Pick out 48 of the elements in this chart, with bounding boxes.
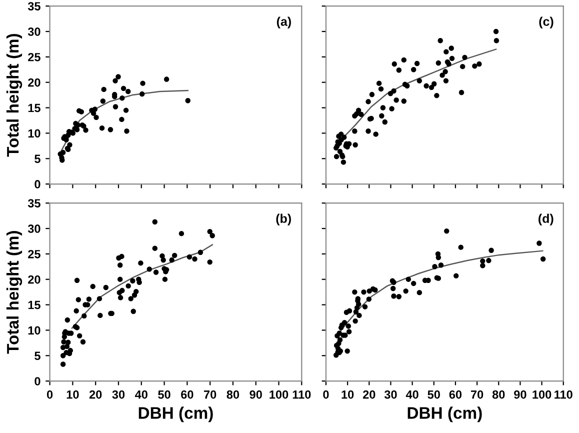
y-tick-label: 20: [28, 275, 40, 284]
y-tick-label: 10: [28, 326, 40, 335]
x-tick-label: 40: [406, 390, 418, 399]
x-tick-label: 60: [449, 390, 462, 399]
x-tick-label: 90: [514, 390, 526, 399]
y-tick-label: 15: [28, 300, 40, 310]
x-tick-label: 80: [226, 390, 240, 399]
x-tick-label: 80: [492, 390, 505, 399]
y-tick-label: 5: [34, 154, 40, 163]
x-tick-label: 70: [204, 390, 216, 399]
y-tick-label: 25: [28, 250, 40, 258]
y-tick-label: 25: [28, 52, 40, 62]
x-tick-label: 60: [181, 390, 194, 399]
annotation: (d): [538, 214, 554, 226]
x-axis-title: DBH (cm): [408, 406, 482, 422]
y-tick-label: 0: [34, 180, 40, 188]
x-tick-label: 110: [292, 390, 311, 399]
y-tick-label: 15: [28, 104, 40, 112]
x-tick-label: 10: [342, 390, 354, 399]
x-tick-label: 0: [46, 390, 53, 399]
y-tick-label: 35: [28, 2, 40, 10]
x-tick-label: 70: [470, 390, 484, 399]
annotation: (c): [539, 16, 554, 28]
x-tick-label: 30: [384, 390, 397, 399]
x-tick-label: 0: [323, 390, 329, 399]
x-axis-title: DBH (cm): [138, 406, 213, 422]
y-tick-label: 30: [28, 224, 40, 233]
x-tick-label: 50: [158, 390, 170, 399]
x-tick-label: 110: [554, 390, 572, 399]
y-axis-title: Total height (m): [6, 231, 22, 354]
x-tick-label: 90: [250, 390, 262, 399]
x-tick-label: 20: [89, 390, 102, 399]
x-tick-label: 100: [532, 390, 552, 399]
x-tick-label: 20: [362, 390, 376, 399]
y-tick-label: 20: [28, 78, 40, 87]
y-axis-title: Total height (m): [6, 34, 22, 157]
annotation: (b): [276, 214, 291, 226]
x-tick-label: 50: [428, 390, 440, 399]
y-tick-label: 5: [34, 352, 40, 360]
y-tick-label: 35: [28, 199, 40, 208]
x-tick-label: 30: [112, 390, 125, 399]
x-tick-label: 10: [66, 390, 79, 399]
x-tick-label: 100: [270, 390, 288, 399]
y-tick-label: 10: [28, 129, 40, 138]
y-tick-label: 30: [28, 28, 40, 36]
annotation: (a): [276, 16, 291, 28]
x-tick-label: 40: [134, 390, 148, 399]
y-tick-label: 0: [34, 377, 40, 386]
